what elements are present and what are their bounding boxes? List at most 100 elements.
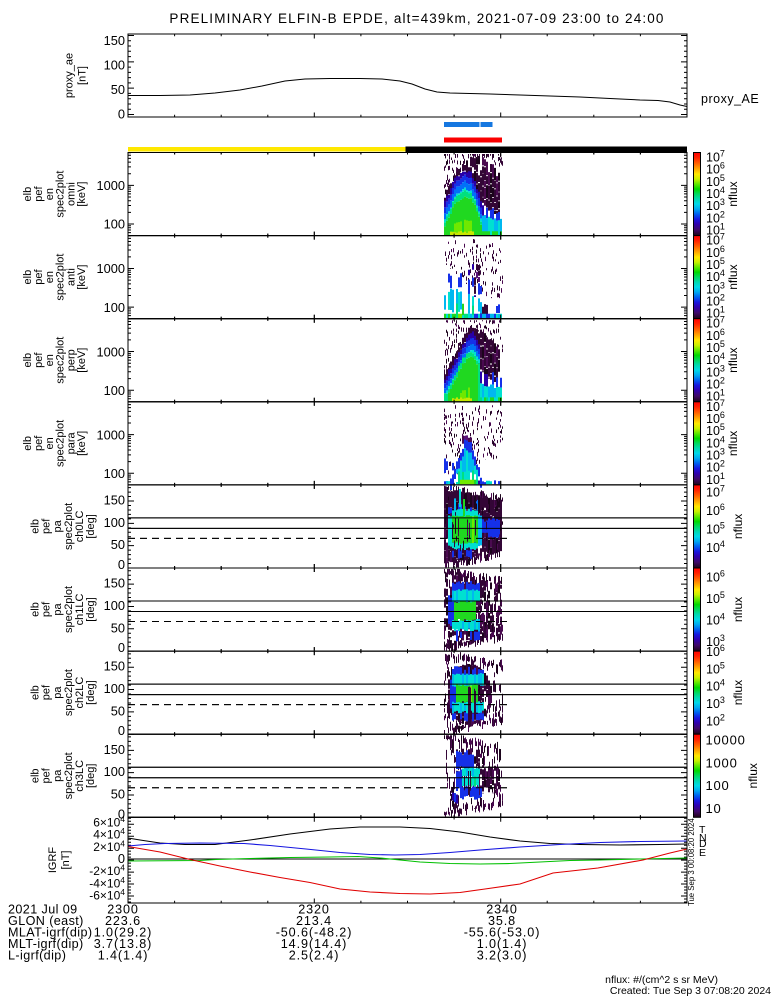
svg-text:nflux: nflux <box>731 680 745 705</box>
svg-text:1000: 1000 <box>97 344 125 359</box>
svg-text:[keV]: [keV] <box>76 182 88 207</box>
svg-text:proxy_AE: proxy_AE <box>701 92 759 106</box>
svg-text:[deg]: [deg] <box>85 764 97 788</box>
svg-text:proxy_ae: proxy_ae <box>64 53 76 98</box>
svg-text:100: 100 <box>104 764 125 779</box>
svg-text:100: 100 <box>104 300 125 315</box>
svg-text:pef: pef <box>41 767 53 783</box>
svg-text:150: 150 <box>104 742 125 757</box>
svg-text:2021 Jul 09: 2021 Jul 09 <box>8 903 78 917</box>
svg-text:0: 0 <box>118 107 125 122</box>
svg-text:pef: pef <box>41 601 53 617</box>
svg-text:50: 50 <box>111 703 125 718</box>
svg-text:213.4: 213.4 <box>296 914 332 928</box>
svg-text:nflux: nflux <box>726 431 740 456</box>
svg-text:1000: 1000 <box>706 755 738 770</box>
svg-text:150: 150 <box>104 493 125 508</box>
svg-text:6×104: 6×104 <box>93 814 125 830</box>
svg-text:L-igrf(dip): L-igrf(dip) <box>8 949 66 963</box>
svg-text:0: 0 <box>118 806 125 821</box>
svg-text:elb: elb <box>22 353 34 368</box>
svg-text:[keV]: [keV] <box>76 265 88 290</box>
svg-text:elb: elb <box>30 519 42 534</box>
svg-text:nflux: nflux <box>731 597 745 622</box>
svg-text:1000: 1000 <box>97 261 125 276</box>
svg-text:100: 100 <box>104 383 125 398</box>
svg-text:[nT]: [nT] <box>60 851 72 870</box>
svg-text:50: 50 <box>111 620 125 635</box>
svg-text:elb: elb <box>30 768 42 783</box>
svg-text:en: en <box>44 271 56 283</box>
svg-text:en: en <box>44 354 56 366</box>
svg-text:pa: pa <box>52 603 64 616</box>
svg-text:100: 100 <box>104 598 125 613</box>
svg-text:14.9(14.4): 14.9(14.4) <box>281 937 347 951</box>
svg-text:223.6: 223.6 <box>105 914 141 928</box>
svg-text:-55.6(-53.0): -55.6(-53.0) <box>464 926 541 940</box>
svg-text:100: 100 <box>706 778 730 793</box>
svg-text:T: T <box>699 824 706 836</box>
svg-text:nflux: nflux <box>726 264 740 289</box>
svg-text:PRELIMINARY ELFIN-B EPDE, alt=: PRELIMINARY ELFIN-B EPDE, alt=439km, 202… <box>169 11 664 26</box>
svg-text:IGRF: IGRF <box>47 847 59 874</box>
svg-text:-50.6(-48.2): -50.6(-48.2) <box>276 926 353 940</box>
svg-text:0: 0 <box>118 640 125 655</box>
svg-text:[deg]: [deg] <box>85 514 97 538</box>
svg-text:10: 10 <box>706 801 722 816</box>
svg-text:[deg]: [deg] <box>85 597 97 621</box>
svg-text:spec2plot: spec2plot <box>55 254 67 301</box>
svg-text:pa: pa <box>52 519 64 532</box>
svg-text:150: 150 <box>104 576 125 591</box>
svg-text:10000: 10000 <box>706 733 746 748</box>
svg-text:150: 150 <box>104 33 125 48</box>
svg-text:anti: anti <box>65 268 77 286</box>
svg-text:1000: 1000 <box>97 178 125 193</box>
svg-text:nflux: nflux <box>726 348 740 373</box>
svg-text:ch3LC: ch3LC <box>74 760 86 792</box>
svg-text:ch1LC: ch1LC <box>74 594 86 626</box>
svg-text:2.5(2.4): 2.5(2.4) <box>289 949 340 963</box>
svg-text:elb: elb <box>22 187 34 202</box>
svg-text:pef: pef <box>41 684 53 700</box>
svg-text:spec2plot: spec2plot <box>63 752 75 799</box>
svg-text:3.7(13.8): 3.7(13.8) <box>94 937 153 951</box>
svg-text:elb: elb <box>22 270 34 285</box>
svg-text:nflux: nflux <box>731 514 745 539</box>
svg-text:35.8: 35.8 <box>488 914 516 928</box>
svg-text:0: 0 <box>118 557 125 572</box>
svg-text:spec2plot: spec2plot <box>63 503 75 550</box>
svg-text:spec2plot: spec2plot <box>63 669 75 716</box>
svg-text:pa: pa <box>52 686 64 699</box>
svg-text:spec2plot: spec2plot <box>55 337 67 384</box>
svg-text:2300: 2300 <box>107 903 139 917</box>
svg-text:2320: 2320 <box>298 903 330 917</box>
svg-text:elb: elb <box>30 685 42 700</box>
svg-text:elb: elb <box>22 436 34 451</box>
svg-text:[deg]: [deg] <box>85 680 97 704</box>
svg-text:para: para <box>65 432 77 455</box>
svg-text:en: en <box>44 437 56 449</box>
svg-text:0: 0 <box>118 851 125 866</box>
svg-text:4×104: 4×104 <box>93 826 125 842</box>
svg-text:GLON (east): GLON (east) <box>8 914 84 928</box>
svg-text:en: en <box>44 188 56 200</box>
svg-text:[nT]: [nT] <box>77 66 89 85</box>
svg-text:pef: pef <box>33 186 45 202</box>
svg-text:[keV]: [keV] <box>76 431 88 456</box>
svg-text:spec2plot: spec2plot <box>63 586 75 633</box>
svg-text:2340: 2340 <box>486 903 518 917</box>
svg-text:100: 100 <box>104 58 125 73</box>
svg-text:Created: Tue Sep 3 07:08:20 2: Created: Tue Sep 3 07:08:20 2024 <box>610 985 771 997</box>
svg-text:spec2plot: spec2plot <box>55 420 67 467</box>
svg-text:ch2LC: ch2LC <box>74 677 86 709</box>
svg-text:100: 100 <box>104 466 125 481</box>
svg-text:ch0LC: ch0LC <box>74 510 86 542</box>
svg-text:E: E <box>699 847 706 859</box>
svg-text:2×104: 2×104 <box>93 838 125 854</box>
svg-text:omni: omni <box>65 182 77 206</box>
svg-text:1.0(1.4): 1.0(1.4) <box>477 937 528 951</box>
svg-text:nflux: #/(cm^2 s sr MeV): nflux: #/(cm^2 s sr MeV) <box>605 974 718 986</box>
svg-text:perp: perp <box>65 349 77 371</box>
svg-text:-6×104: -6×104 <box>89 887 125 903</box>
svg-text:pa: pa <box>52 769 64 782</box>
